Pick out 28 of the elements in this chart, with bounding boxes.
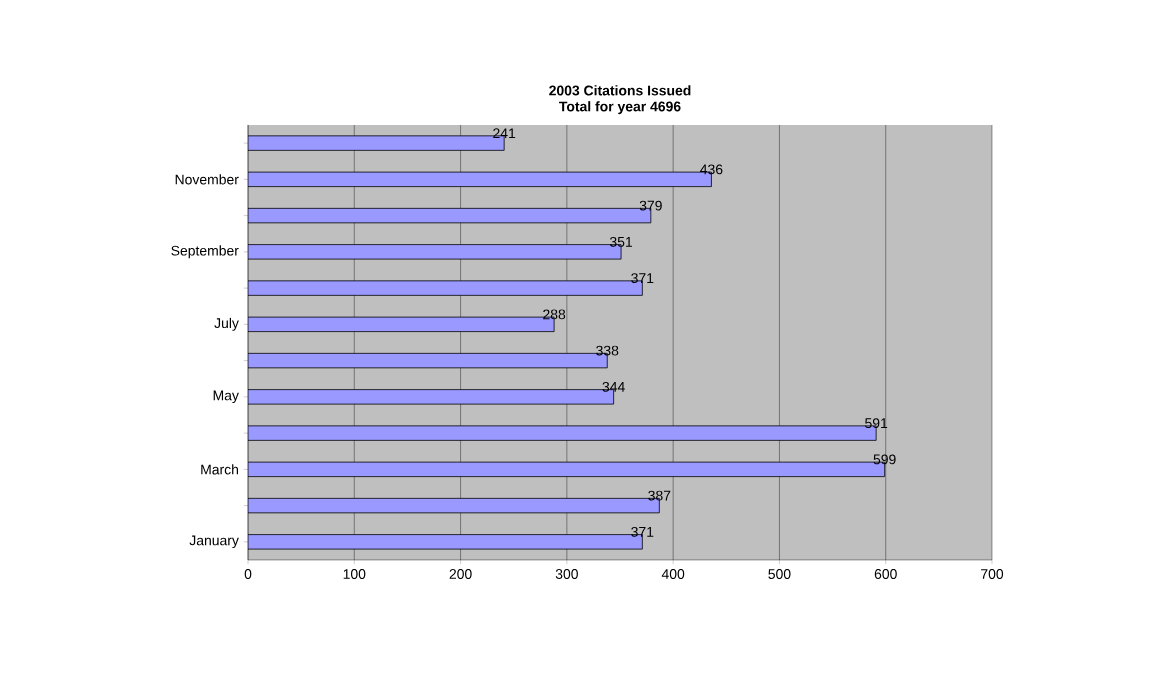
x-tick-label: 700 — [981, 569, 1004, 579]
y-tick-label: March — [201, 464, 239, 475]
x-tick-label: 100 — [343, 569, 366, 579]
chart-title: 2003 Citations Issued — [549, 85, 691, 96]
data-label: 338 — [596, 345, 619, 356]
x-tick-label: 200 — [449, 569, 472, 579]
x-tick-label: 500 — [768, 569, 791, 579]
data-label: 241 — [493, 128, 516, 139]
x-tick-label: 600 — [874, 569, 897, 579]
data-label: 371 — [631, 526, 654, 537]
y-tick-label: January — [189, 535, 239, 549]
x-tick-label: 0 — [244, 569, 252, 579]
y-tick-label: July — [214, 317, 239, 331]
data-label: 591 — [865, 418, 888, 429]
data-label: 387 — [648, 490, 671, 501]
x-tick-label: 400 — [661, 569, 685, 579]
x-tick-label: 300 — [555, 569, 578, 579]
data-label: 379 — [639, 200, 662, 211]
data-label: 436 — [700, 164, 723, 175]
data-label: 288 — [543, 309, 566, 320]
y-tick-label: May — [213, 390, 239, 404]
data-label: 351 — [609, 236, 633, 247]
y-tick-label: September — [171, 245, 239, 259]
chart-subtitle: Total for year 4696 — [559, 101, 681, 115]
data-label: 599 — [873, 454, 896, 465]
data-label: 344 — [602, 381, 625, 392]
data-label: 371 — [631, 273, 654, 284]
y-tick-label: November — [175, 174, 239, 185]
